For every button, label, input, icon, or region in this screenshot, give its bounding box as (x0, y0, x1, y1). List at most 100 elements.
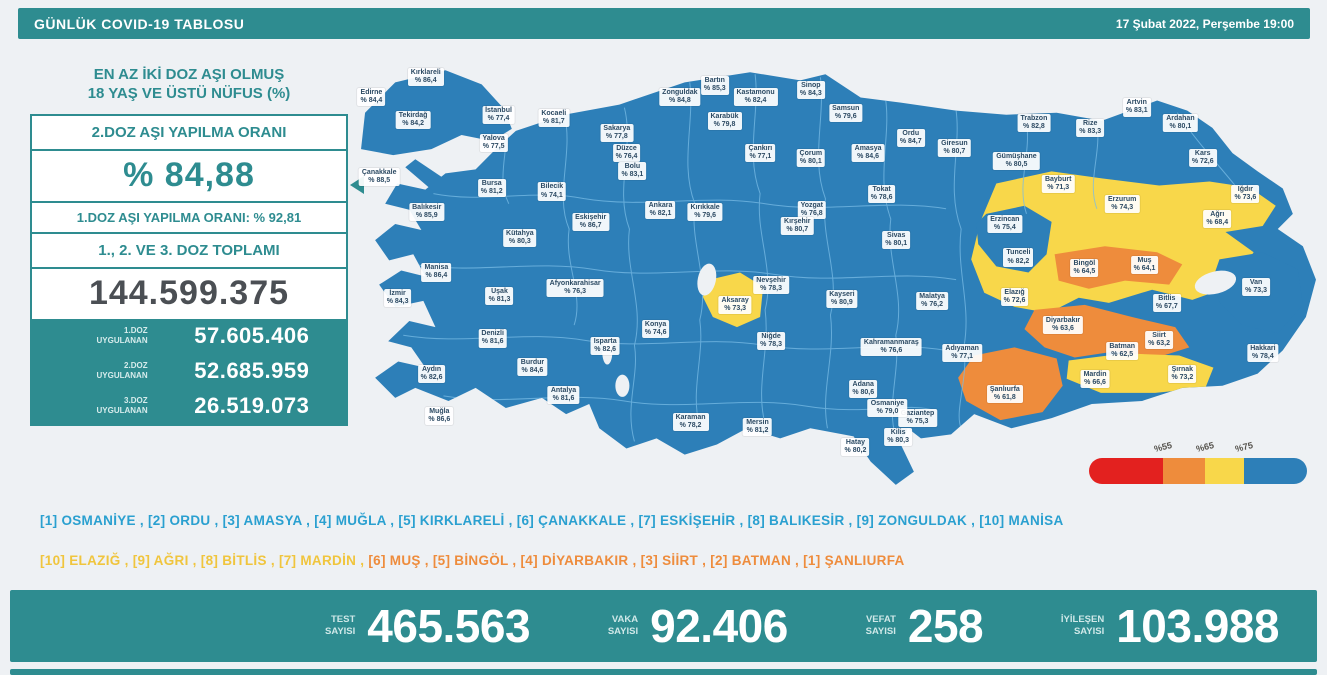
province-name: Eskişehir (575, 213, 607, 221)
legend-labels: %55 %65 %75 (1089, 440, 1307, 456)
province-name: Yozgat (800, 201, 824, 209)
ranked-province: [6] ÇANAKKALE , (516, 513, 639, 528)
province-name: Trabzon (1020, 114, 1048, 122)
province-name: Sakarya (603, 124, 631, 132)
stat-label: İYİLEŞEN SAYISI (1060, 613, 1105, 637)
province-name: Kırıkkale (690, 203, 720, 211)
province-value: % 88,5 (368, 177, 391, 185)
province-label: Giresun % 80,7 (938, 138, 971, 157)
province-value: % 77,8 (605, 132, 628, 140)
province-label: Bitlis % 67,7 (1152, 293, 1181, 312)
province-value: % 86,6 (428, 416, 451, 424)
province-label: Kayseri % 80,9 (826, 289, 858, 308)
province-label: Kırklareli % 86,4 (407, 68, 444, 87)
province-name: Tekirdağ (398, 111, 428, 119)
province-label: Niğde % 78,3 (757, 332, 785, 351)
dose-row-label: 1.DOZ UYGULANAN (96, 326, 148, 345)
province-name: Mersin (746, 419, 769, 427)
province-value: % 82,8 (1023, 122, 1045, 130)
province-name: Antalya (550, 386, 577, 394)
stat-value: 465.563 (367, 600, 531, 652)
province-value: % 85,9 (415, 211, 438, 219)
province-label: Batman % 62,5 (1106, 342, 1139, 361)
province-name: Batman (1109, 343, 1136, 351)
province-name: Çankırı (748, 145, 773, 153)
province-label: Kars % 72,6 (1188, 148, 1217, 168)
province-label: Bayburt % 71,3 (1041, 174, 1075, 193)
total-doses-value: 144.599.375 (88, 274, 290, 312)
stat-label: VAKA SAYISI (607, 613, 639, 637)
orange-region-sanliurfa (958, 347, 1063, 421)
province-label: Şırnak % 73,2 (1168, 364, 1197, 383)
province-value: % 77,5 (482, 143, 505, 151)
province-name: Şırnak (1171, 365, 1194, 373)
province-name: Kilis (890, 428, 906, 436)
province-label: Çanakkale % 88,5 (358, 168, 400, 187)
panel-heading: EN AZ İKİ DOZ AŞI OLMUŞ 18 YAŞ VE ÜSTÜ N… (30, 66, 348, 104)
province-value: % 63,6 (1052, 325, 1074, 333)
ranked-province: [9] AĞRI , (132, 553, 201, 568)
province-value: % 84,4 (360, 97, 383, 105)
legend-segment (1163, 458, 1205, 484)
ranked-province: [8] BALIKESİR , (747, 513, 857, 528)
province-label: Edirne % 84,4 (357, 88, 386, 107)
ranked-province: [6] MUŞ , (368, 553, 433, 568)
province-label: Kahramanmaraş % 76,6 (860, 338, 922, 357)
province-label: Bolu % 83,1 (618, 162, 647, 181)
province-name: Adıyaman (945, 345, 979, 353)
province-label: Muğla % 86,6 (425, 407, 454, 426)
dose-row: 1.DOZ UYGULANAN 57.605.406 (32, 319, 346, 354)
province-label: Tekirdağ % 84,2 (395, 110, 431, 129)
province-name: Isparta (593, 338, 617, 346)
stat-group: İYİLEŞEN SAYISI 103.988 (1060, 599, 1280, 653)
province-value: % 82,2 (1007, 257, 1030, 265)
dose-row-value: 52.685.959 (194, 358, 310, 383)
province-label: Diyarbakır % 63,6 (1042, 316, 1084, 335)
province-label: İzmir % 84,3 (383, 288, 412, 307)
province-name: Konya (644, 321, 667, 329)
province-label: Düzce % 76,4 (612, 144, 641, 163)
province-name: Diyarbakır (1045, 317, 1081, 325)
province-label: Adıyaman % 77,1 (942, 344, 982, 363)
province-name: Ağrı (1210, 210, 1225, 218)
province-label: Afyonkarahisar % 76,3 (546, 278, 604, 297)
province-label: Ordu % 84,7 (896, 128, 925, 147)
province-name: Afyonkarahisar (549, 279, 601, 287)
province-value: % 80,9 (830, 298, 853, 306)
province-name: Yalova (482, 135, 505, 143)
province-value: % 82,6 (420, 373, 443, 381)
ranked-province: [2] ORDU , (148, 513, 223, 528)
province-label: Van % 73,3 (1242, 277, 1270, 296)
province-label: Ağrı % 68,4 (1203, 209, 1232, 228)
province-label: Trabzon % 82,8 (1017, 113, 1051, 132)
ranked-province: [5] BİNGÖL , (432, 553, 521, 568)
province-value: % 80,2 (844, 446, 867, 454)
province-label: Kütahya % 80,3 (503, 229, 537, 248)
province-value: % 76,3 (564, 287, 587, 295)
dose-row-label: 3.DOZ UYGULANAN (96, 396, 148, 415)
province-value: % 63,2 (1148, 340, 1170, 348)
province-value: % 64,1 (1133, 264, 1156, 272)
bottom-strip (10, 669, 1317, 675)
province-name: Muş (1137, 256, 1152, 264)
legend-segment (1243, 458, 1307, 484)
stat-label: VEFAT SAYISI (865, 613, 896, 637)
province-name: Uşak (491, 287, 508, 295)
province-label: Erzincan % 75,4 (987, 214, 1023, 234)
province-label: Adana % 80,6 (849, 379, 878, 399)
province-name: Rize (1082, 119, 1098, 127)
province-name: Gaziantep (900, 410, 935, 418)
header-date: 17 Şubat 2022, Perşembe 19:00 (1115, 16, 1294, 31)
province-value: % 73,2 (1171, 373, 1194, 381)
province-value: % 84,7 (899, 137, 922, 145)
province-label: Erzurum % 74,3 (1105, 194, 1140, 213)
province-name: Osmaniye (870, 399, 905, 407)
bottom-provinces-list: [10] ELAZIĞ , [9] AĞRI , [8] BİTLİS , [7… (40, 553, 905, 568)
province-label: Manisa % 86,4 (421, 263, 452, 282)
province-value: % 76,6 (880, 347, 903, 355)
province-label: Yozgat % 76,8 (797, 200, 827, 219)
province-value: % 80,5 (1005, 161, 1028, 169)
province-label: Çorum % 80,1 (796, 148, 826, 168)
province-label: Burdur % 84,6 (517, 357, 548, 376)
dose-row-value: 26.519.073 (194, 393, 310, 418)
